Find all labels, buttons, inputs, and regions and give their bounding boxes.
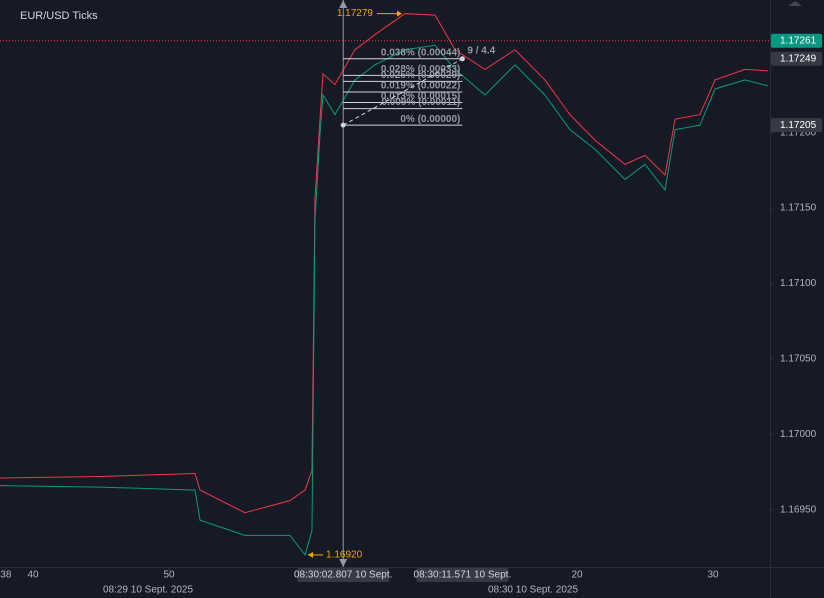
measure-label: 0.013% (0.00015) — [381, 91, 461, 102]
y-tick-label: 1.17050 — [780, 354, 817, 365]
measure-label: 0.025% (0.00029) — [381, 70, 461, 81]
time-label-bg — [297, 568, 390, 582]
date-label: 08:29 10 Sept. 2025 — [103, 585, 194, 596]
x-tick-label: 40 — [27, 570, 39, 581]
extreme-annotation: 1.16920 — [308, 550, 363, 561]
extreme-annotation: 1.17279 — [337, 8, 402, 19]
measure-label: 0.019% (0.00022) — [381, 81, 461, 92]
x-tick-label: 20 — [571, 570, 583, 581]
measure-label: 0.028% (0.00033) — [381, 64, 461, 75]
y-tick-label: 1.16950 — [780, 504, 817, 515]
series-line — [0, 44, 769, 557]
crosshair-arrow — [339, 0, 348, 8]
measure-handle — [340, 122, 346, 128]
measure-diagonal — [342, 58, 463, 126]
y-tick-label: 1.17150 — [780, 203, 817, 214]
measure-ratio: 9 / 4.4 — [467, 45, 495, 56]
y-tick-label: 1.17200 — [780, 127, 817, 138]
y-tick-label: 1.17000 — [780, 429, 817, 440]
time-label-bg — [416, 568, 509, 582]
scroll-arrow[interactable] — [788, 1, 802, 6]
price-label-bg — [771, 118, 822, 133]
measure-label: 0% (0.00000) — [400, 114, 460, 125]
crosshair-arrow — [339, 559, 348, 567]
price-label: 1.17261 — [780, 35, 817, 46]
extreme-label: 1.16920 — [326, 550, 363, 561]
price-label: 1.17205 — [780, 120, 817, 131]
time-label: 08:30:11.571 10 Sept. — [414, 570, 512, 581]
price-label-bg — [771, 33, 822, 48]
extreme-arrow-head — [396, 10, 402, 17]
x-tick-label: 38 — [0, 570, 12, 581]
date-label: 08:30 10 Sept. 2025 — [488, 585, 579, 596]
y-tick-label: 1.17100 — [780, 278, 817, 289]
series-line — [0, 13, 768, 514]
chart-title: EUR/USD Ticks — [20, 10, 98, 22]
extreme-arrow-head — [308, 551, 314, 558]
measure-label: 0.009% (0.00011) — [381, 97, 460, 108]
x-tick-label: 50 — [163, 570, 175, 581]
price-label-bg — [771, 51, 822, 66]
time-label: 08:30:02.807 10 Sept. — [294, 570, 392, 581]
extreme-label: 1.17279 — [337, 8, 374, 19]
x-tick-label: 30 — [707, 570, 719, 581]
measure-label: 0.038% (0.00044) — [381, 47, 461, 58]
price-label: 1.17249 — [780, 53, 817, 64]
measure-handle — [459, 56, 465, 62]
